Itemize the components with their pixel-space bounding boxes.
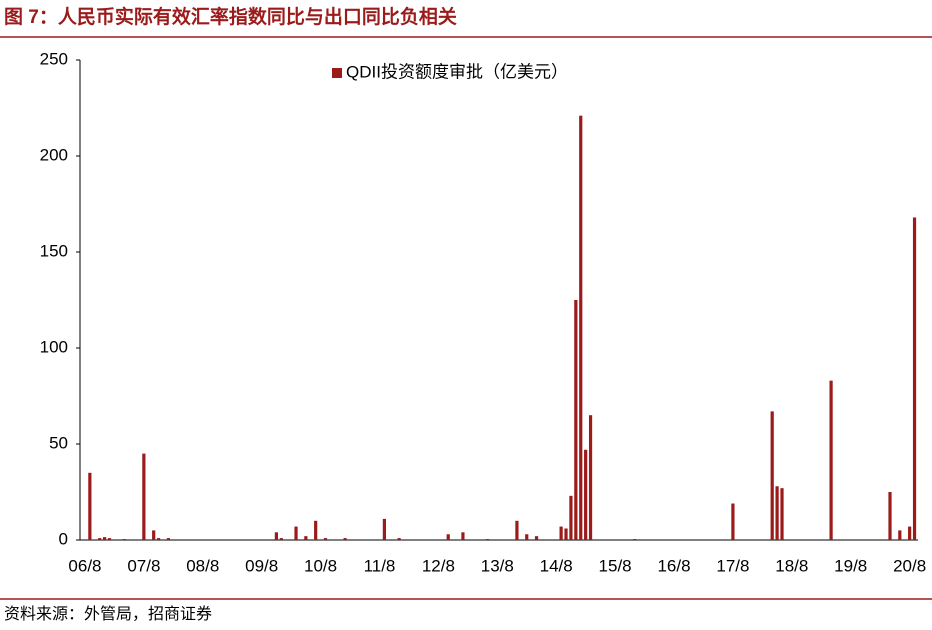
x-tick-label: 11/8 [364,556,396,575]
x-tick-label: 07/8 [127,556,160,575]
bar [731,503,735,540]
bar [156,538,161,540]
bar [515,520,519,540]
y-tick-label: 150 [40,241,68,260]
bar [525,534,529,540]
bar [314,520,318,540]
x-tick-label: 09/8 [245,556,278,575]
bar [88,472,92,540]
y-tick-label: 50 [49,433,68,452]
bar [382,518,386,540]
bar [279,538,283,540]
bar [574,300,578,540]
bar [569,495,573,540]
bar [534,536,539,540]
bar [122,539,126,540]
y-tick-label: 250 [40,49,68,68]
y-tick-label: 200 [40,145,68,164]
bar [461,532,465,540]
bar [102,537,107,540]
bar [397,538,401,540]
x-tick-label: 10/8 [304,556,337,575]
source: 资料来源：外管局，招商证券 [4,605,212,623]
bar [446,534,450,540]
x-tick-label: 14/8 [540,556,573,575]
bar [304,536,308,540]
bar [485,539,490,540]
bar [908,526,912,540]
y-tick-label: 0 [59,529,68,548]
bar [98,538,102,540]
legend-swatch [332,68,342,78]
bar [898,530,902,540]
x-tick-label: 18/8 [775,556,808,575]
x-tick-label: 08/8 [186,556,219,575]
bar [588,415,593,540]
bar [780,488,784,540]
bar [770,411,774,540]
x-tick-label: 20/8 [893,556,926,575]
bar [633,539,637,540]
bar [559,526,563,540]
x-tick-label: 15/8 [599,556,632,575]
bar [323,538,328,540]
y-tick-label: 100 [40,337,68,356]
bar [107,538,112,540]
bar [829,380,833,540]
bar [775,486,779,540]
legend-label: QDII投资额度审批（亿美元） [346,62,568,81]
bar [579,115,583,541]
x-tick-label: 17/8 [716,556,749,575]
bar [343,538,347,540]
x-tick-label: 12/8 [422,556,455,575]
bar [142,453,146,540]
bar [274,532,278,540]
x-tick-label: 13/8 [481,556,514,575]
bar [584,449,588,540]
bar [564,528,568,540]
bar [294,526,298,540]
bar [912,217,917,540]
x-tick-label: 19/8 [834,556,867,575]
x-tick-label: 06/8 [68,556,101,575]
bar [888,492,892,540]
chart-title: 图 7：人民币实际有效汇率指数同比与出口同比负相关 [4,5,457,28]
bar [152,530,156,540]
bar [166,538,171,540]
x-tick-label: 16/8 [657,556,690,575]
